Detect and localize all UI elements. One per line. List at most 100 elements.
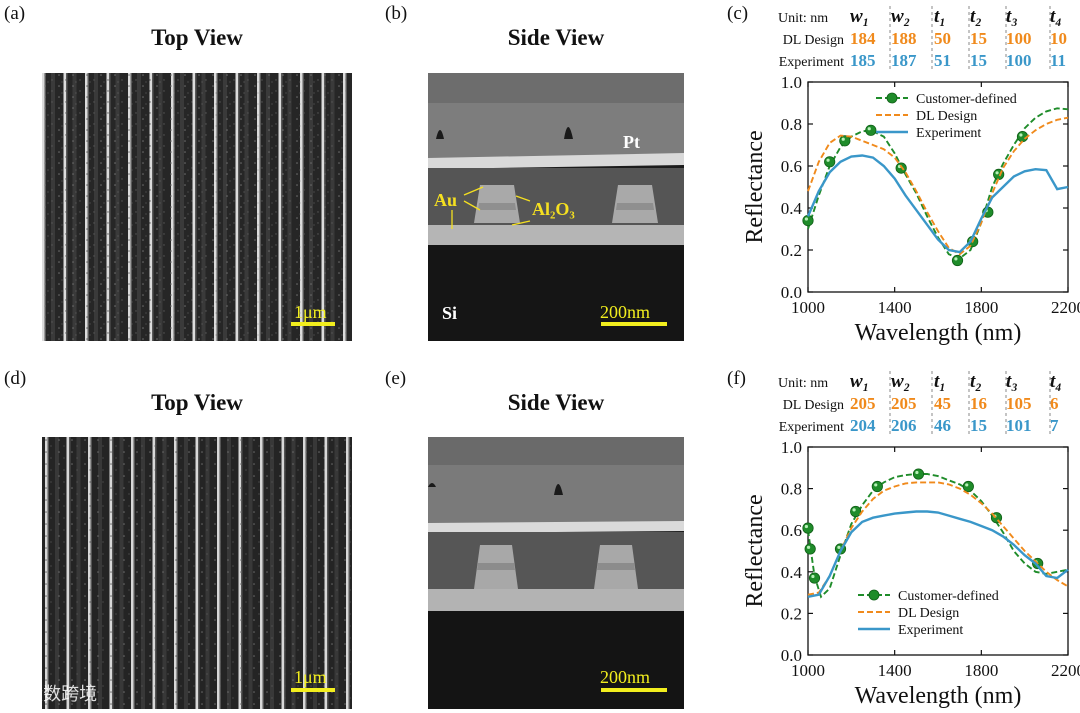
table-cell: 205	[850, 394, 876, 413]
legend-marker	[868, 589, 880, 601]
sem-top-view-image: 1μm	[42, 437, 352, 709]
table-cell: 11	[1050, 51, 1066, 70]
x-axis-label: Wavelength (nm)	[855, 320, 1022, 346]
data-point-marker	[962, 480, 974, 493]
sem-top-view-a: 1μm	[42, 73, 352, 341]
x-tick-label: 2200	[1051, 298, 1080, 317]
scale-bar-d	[291, 688, 335, 692]
data-point-marker	[808, 572, 821, 584]
watermark-text: 大数跨境	[25, 684, 98, 705]
data-point-marker	[865, 124, 877, 136]
scale-bar-a	[291, 322, 335, 326]
y-tick-label: 0.0	[781, 283, 802, 302]
panel-e-title: Side View	[507, 390, 605, 415]
x-tick-label: 2200	[1051, 661, 1080, 680]
table-header-1: w₁	[850, 371, 869, 392]
panel-d-label: (d)	[4, 368, 27, 389]
label-au: Au	[434, 190, 457, 210]
table-header-6: t₄	[1050, 6, 1062, 27]
table-header-1: w₁	[850, 6, 869, 27]
annotation-arrows	[451, 186, 531, 229]
y-tick-label: 0.2	[781, 241, 802, 260]
legend-label: DL Design	[916, 109, 977, 124]
y-tick-label: 0.6	[781, 157, 802, 176]
panel-c-label: (c)	[727, 3, 749, 24]
sem-top-view-d: 1μm	[42, 437, 352, 709]
data-point-marker	[824, 156, 836, 168]
data-point-marker	[951, 254, 964, 267]
table-header-3: t₁	[934, 6, 946, 27]
table-cell: 187	[891, 51, 917, 70]
legend-label: DL Design	[898, 606, 959, 621]
scale-bar-b	[601, 322, 667, 326]
panel-b-title: Side View	[507, 25, 605, 50]
y-tick-label: 0.8	[781, 480, 802, 499]
label-si: Si	[442, 303, 457, 323]
data-point-highlight	[837, 545, 841, 549]
label-al2o3: Al₂O₃	[532, 199, 575, 219]
table-cell: 45	[934, 394, 951, 413]
data-point-highlight	[874, 483, 878, 487]
table-cell: 6	[1050, 394, 1059, 413]
panel-a-title: Top View	[151, 25, 243, 50]
table-cell: 188	[891, 29, 917, 48]
table-header-2: w₂	[891, 371, 910, 392]
x-tick-label: 1800	[964, 298, 998, 317]
data-point-marker	[802, 522, 814, 534]
table-row-name: Experiment	[779, 55, 844, 70]
legend-label: Experiment	[898, 623, 963, 638]
reflectance-chart-c: 0.0 0.2 0.4 0.6 0.8 1.0 1000 1400 1800 2200 Wavele…	[742, 73, 1080, 346]
panel-e-label: (e)	[385, 368, 407, 389]
table-cell: 46	[934, 416, 951, 435]
y-tick-label: 0.4	[781, 563, 803, 582]
y-tick-label: 1.0	[781, 438, 802, 457]
panel-a-label: (a)	[4, 3, 26, 24]
table-cell: 7	[1050, 416, 1059, 435]
table-cell: 10	[1050, 29, 1067, 48]
data-point-highlight	[867, 127, 871, 131]
table-row-name: DL Design	[783, 398, 844, 413]
x-tick-label: 1000	[791, 298, 825, 317]
legend-label: Customer-defined	[916, 92, 1017, 107]
table-header-3: t₁	[934, 371, 946, 392]
label-pt: Pt	[623, 132, 640, 152]
params-table-f: Unit: nm w₁ w₂ t₁ t₂ t₃ t₄ DL Design 205 205 45 16 1…	[778, 371, 1062, 435]
table-cell: 105	[1006, 394, 1032, 413]
y-axis-label: Reflectance	[742, 494, 768, 607]
data-point-marker	[895, 162, 907, 174]
panel-b-label: (b)	[385, 3, 408, 24]
data-point-highlight	[841, 137, 845, 141]
series-line-dl-design	[807, 116, 1069, 256]
table-cell: 51	[934, 51, 951, 70]
data-point-marker	[912, 468, 925, 480]
legend-marker	[886, 92, 898, 104]
data-point-highlight	[852, 508, 856, 512]
table-header-6: t₄	[1050, 371, 1062, 392]
x-tick-label: 1800	[964, 661, 998, 680]
series-line-experiment	[806, 154, 1069, 254]
table-row-name: DL Design	[783, 33, 844, 48]
scale-label-d: 1μm	[294, 667, 327, 687]
data-point-highlight	[806, 545, 811, 549]
scale-label-e: 200nm	[600, 667, 650, 687]
series-line-experiment	[807, 510, 1069, 598]
table-header-2: w₂	[891, 6, 910, 27]
y-tick-label: 0.0	[781, 646, 802, 665]
watermark: ○ 大数跨境	[8, 680, 97, 706]
table-cell: 15	[970, 29, 987, 48]
sem-side-view-image: Pt Au Al₂O₃ Si 200nm	[428, 73, 684, 341]
legend-label: Customer-defined	[898, 589, 999, 604]
data-point-marker	[850, 505, 862, 518]
data-point-highlight	[804, 524, 808, 529]
data-point-highlight	[965, 483, 969, 487]
table-cell: 15	[970, 51, 987, 70]
sem-top-view-image: 1μm	[42, 73, 352, 341]
panel-f-label: (f)	[727, 368, 746, 389]
table-cell: 206	[891, 416, 917, 435]
params-table-c: Unit: nm w₁ w₂ t₁ t₂ t₃ t₄ DL Design 184 188 50 15 1…	[778, 6, 1067, 70]
table-cell: 50	[934, 29, 951, 48]
y-tick-label: 0.6	[781, 521, 802, 540]
table-header-5: t₃	[1006, 371, 1018, 392]
y-tick-label: 0.4	[781, 199, 803, 218]
scale-label-a: 1μm	[294, 302, 327, 322]
